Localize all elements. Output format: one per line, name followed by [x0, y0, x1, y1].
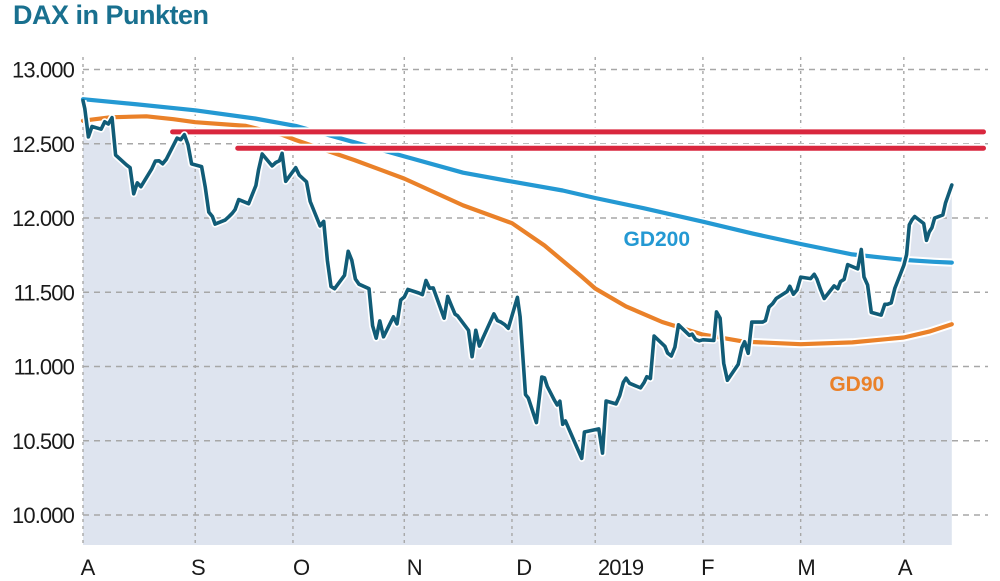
x-axis-tick-label: A [81, 555, 96, 580]
x-axis-tick-label: A [898, 555, 913, 580]
y-axis-tick-label: 12.000 [12, 206, 75, 231]
gd200-line [80, 97, 954, 265]
gd90-line [80, 114, 954, 347]
page-title: DAX in Punkten [13, 0, 209, 30]
x-axis-tick-label: N [407, 555, 422, 580]
y-axis-tick-label: 11.000 [14, 355, 75, 380]
y-axis-tick-label: 10.500 [12, 429, 75, 454]
x-axis-tick-label: F [701, 555, 714, 580]
y-axis-tick-label: 10.000 [12, 503, 75, 528]
gd90-label: GD90 [829, 373, 884, 396]
dax-line [81, 98, 954, 461]
gd200-label: GD200 [623, 228, 690, 251]
x-axis-tick-label: D [516, 555, 531, 580]
x-axis-tick-label: M [797, 555, 814, 580]
x-axis-tick-label: O [293, 555, 310, 580]
x-axis-tick-label: 2019 [598, 555, 644, 580]
y-axis-tick-label: 13.000 [12, 58, 75, 83]
y-axis-tick-label: 12.500 [12, 132, 75, 157]
y-axis-tick-label: 11.500 [14, 280, 75, 305]
x-axis-tick-label: S [191, 555, 205, 580]
